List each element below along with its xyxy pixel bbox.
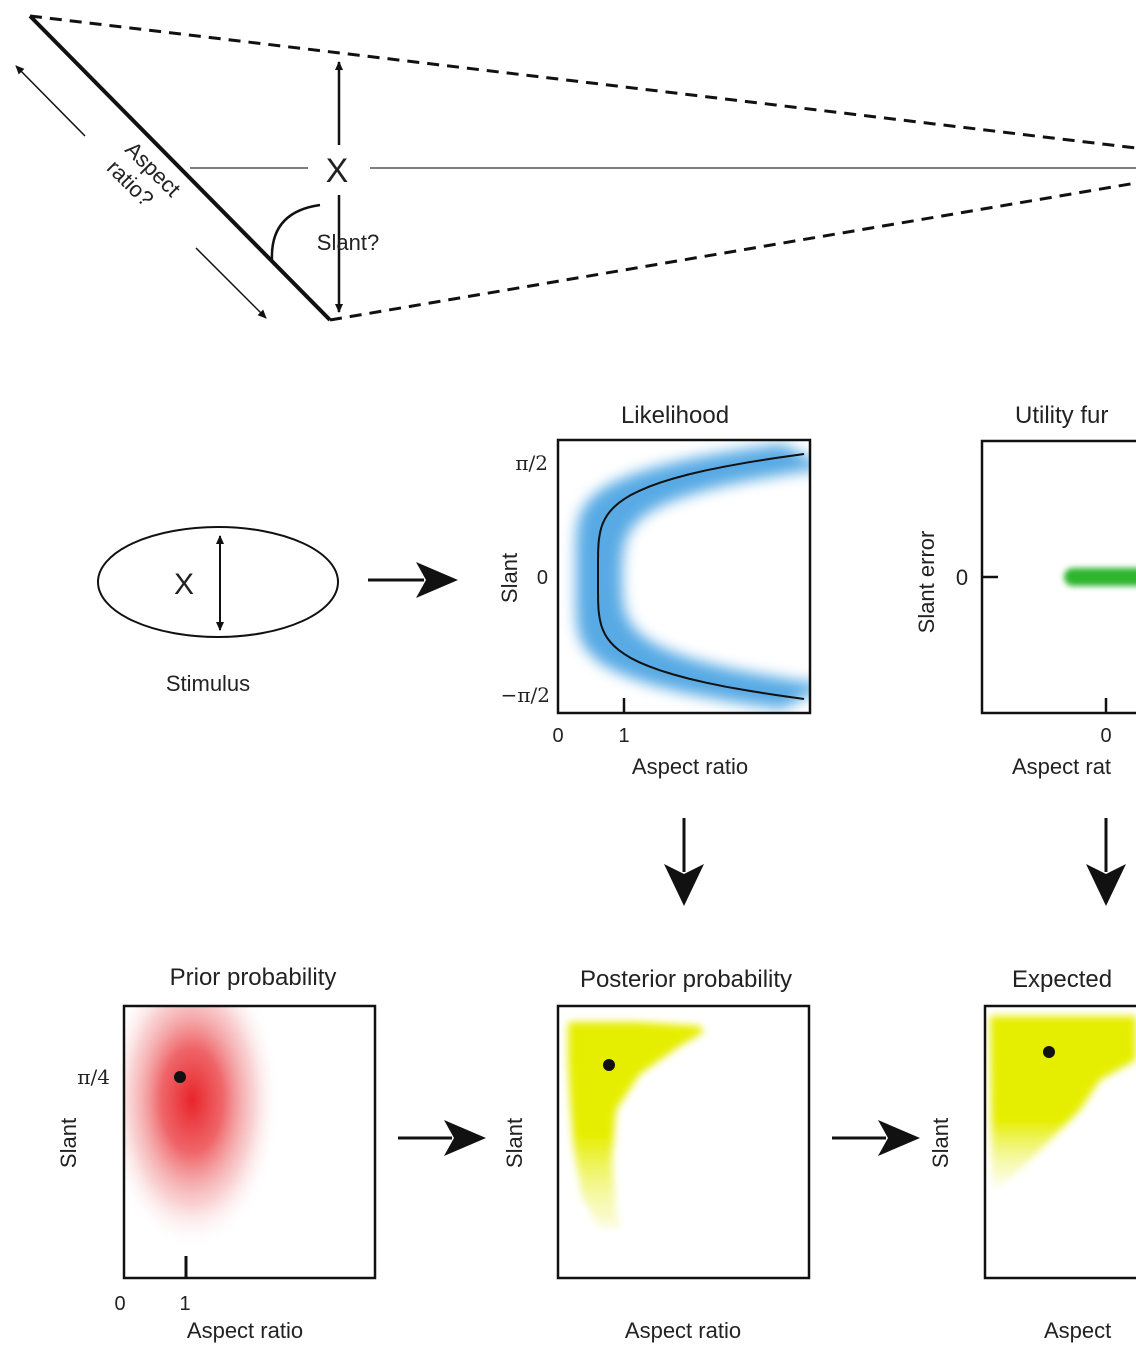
posterior-mode-dot — [603, 1059, 615, 1071]
arrow-stimulus-to-likelihood — [368, 562, 458, 598]
surface-line — [28, 14, 332, 322]
posterior-title: Posterior probability — [580, 966, 792, 993]
prior-density — [124, 1006, 280, 1250]
top-x-marker: X — [326, 152, 349, 190]
expected-frame — [983, 1004, 1136, 1280]
dashed-ray-bottom — [329, 181, 1136, 322]
posterior-ylabel: Slant — [502, 1118, 527, 1168]
expected-xlabel: Aspect — [1044, 1318, 1111, 1343]
posterior-xlabel: Aspect ratio — [625, 1318, 741, 1343]
utility-title: Utility fur — [1015, 402, 1108, 429]
stimulus-caption: Stimulus — [166, 671, 250, 696]
arrow-prior-to-posterior — [398, 1120, 486, 1156]
stimulus-group: X Stimulus — [97, 526, 339, 696]
posterior-frame — [556, 1004, 811, 1280]
stimulus-x-marker: X — [174, 568, 194, 601]
prior-title: Prior probability — [170, 964, 337, 991]
posterior-panel: Posterior probability Aspect ratio Slant — [502, 966, 811, 1343]
utility-xlabel: Aspect rat — [1012, 754, 1111, 779]
expected-ylabel: Slant — [928, 1118, 953, 1168]
expected-title: Expected — [1012, 966, 1112, 993]
likelihood-xtick-1: 1 — [618, 725, 629, 747]
prior-xtick-0: 0 — [114, 1293, 125, 1315]
expected-mode-dot — [1043, 1046, 1055, 1058]
aspect-arrow-upper — [15, 65, 86, 137]
likelihood-xlabel: Aspect ratio — [632, 754, 748, 779]
posterior-density — [568, 1022, 704, 1228]
arrow-utility-to-expected — [1086, 818, 1126, 906]
likelihood-frame — [556, 438, 812, 715]
likelihood-xtick-0: 0 — [552, 725, 563, 747]
likelihood-panel: Likelihood π/2 0 −π/2 0 1 Aspect ratio S… — [497, 402, 812, 779]
prior-xtick-1: 1 — [179, 1293, 190, 1315]
utility-band — [1064, 568, 1136, 586]
aspect-arrow-lower — [195, 247, 267, 319]
prior-panel: Prior probability π/4 0 1 Aspect ratio S… — [56, 964, 377, 1343]
prior-xlabel: Aspect ratio — [187, 1318, 303, 1343]
likelihood-ylabel: Slant — [497, 553, 522, 603]
utility-ytick: 0 — [956, 565, 968, 590]
prior-ylabel: Slant — [56, 1118, 81, 1168]
utility-panel: Utility fur 0 0 Aspect rat Slant error — [914, 402, 1136, 779]
dashed-ray-top — [29, 14, 1136, 150]
slant-label: Slant? — [317, 230, 379, 255]
likelihood-band — [576, 444, 810, 709]
likelihood-title: Likelihood — [621, 402, 729, 429]
likelihood-ytick-bottom: −π/2 — [501, 683, 550, 707]
stimulus-ellipse — [97, 526, 339, 638]
flow-arrows — [368, 562, 1126, 1156]
utility-xtick: 0 — [1100, 725, 1111, 747]
viewing-geometry: X Slant? Aspect ratio? — [15, 14, 1136, 322]
expected-density — [990, 1016, 1136, 1190]
likelihood-ytick-mid: 0 — [537, 567, 548, 589]
expected-panel: Expected Aspect Slant — [928, 966, 1136, 1343]
arrow-likelihood-to-posterior — [664, 818, 704, 906]
utility-ylabel: Slant error — [914, 531, 939, 634]
likelihood-curve — [597, 453, 805, 700]
prior-ytick: π/4 — [77, 1065, 110, 1089]
arrow-posterior-to-expected — [832, 1120, 920, 1156]
likelihood-ytick-top: π/2 — [515, 451, 548, 475]
prior-frame — [122, 1004, 377, 1280]
prior-mode-dot — [174, 1071, 186, 1083]
slant-angle-arc — [270, 203, 321, 261]
